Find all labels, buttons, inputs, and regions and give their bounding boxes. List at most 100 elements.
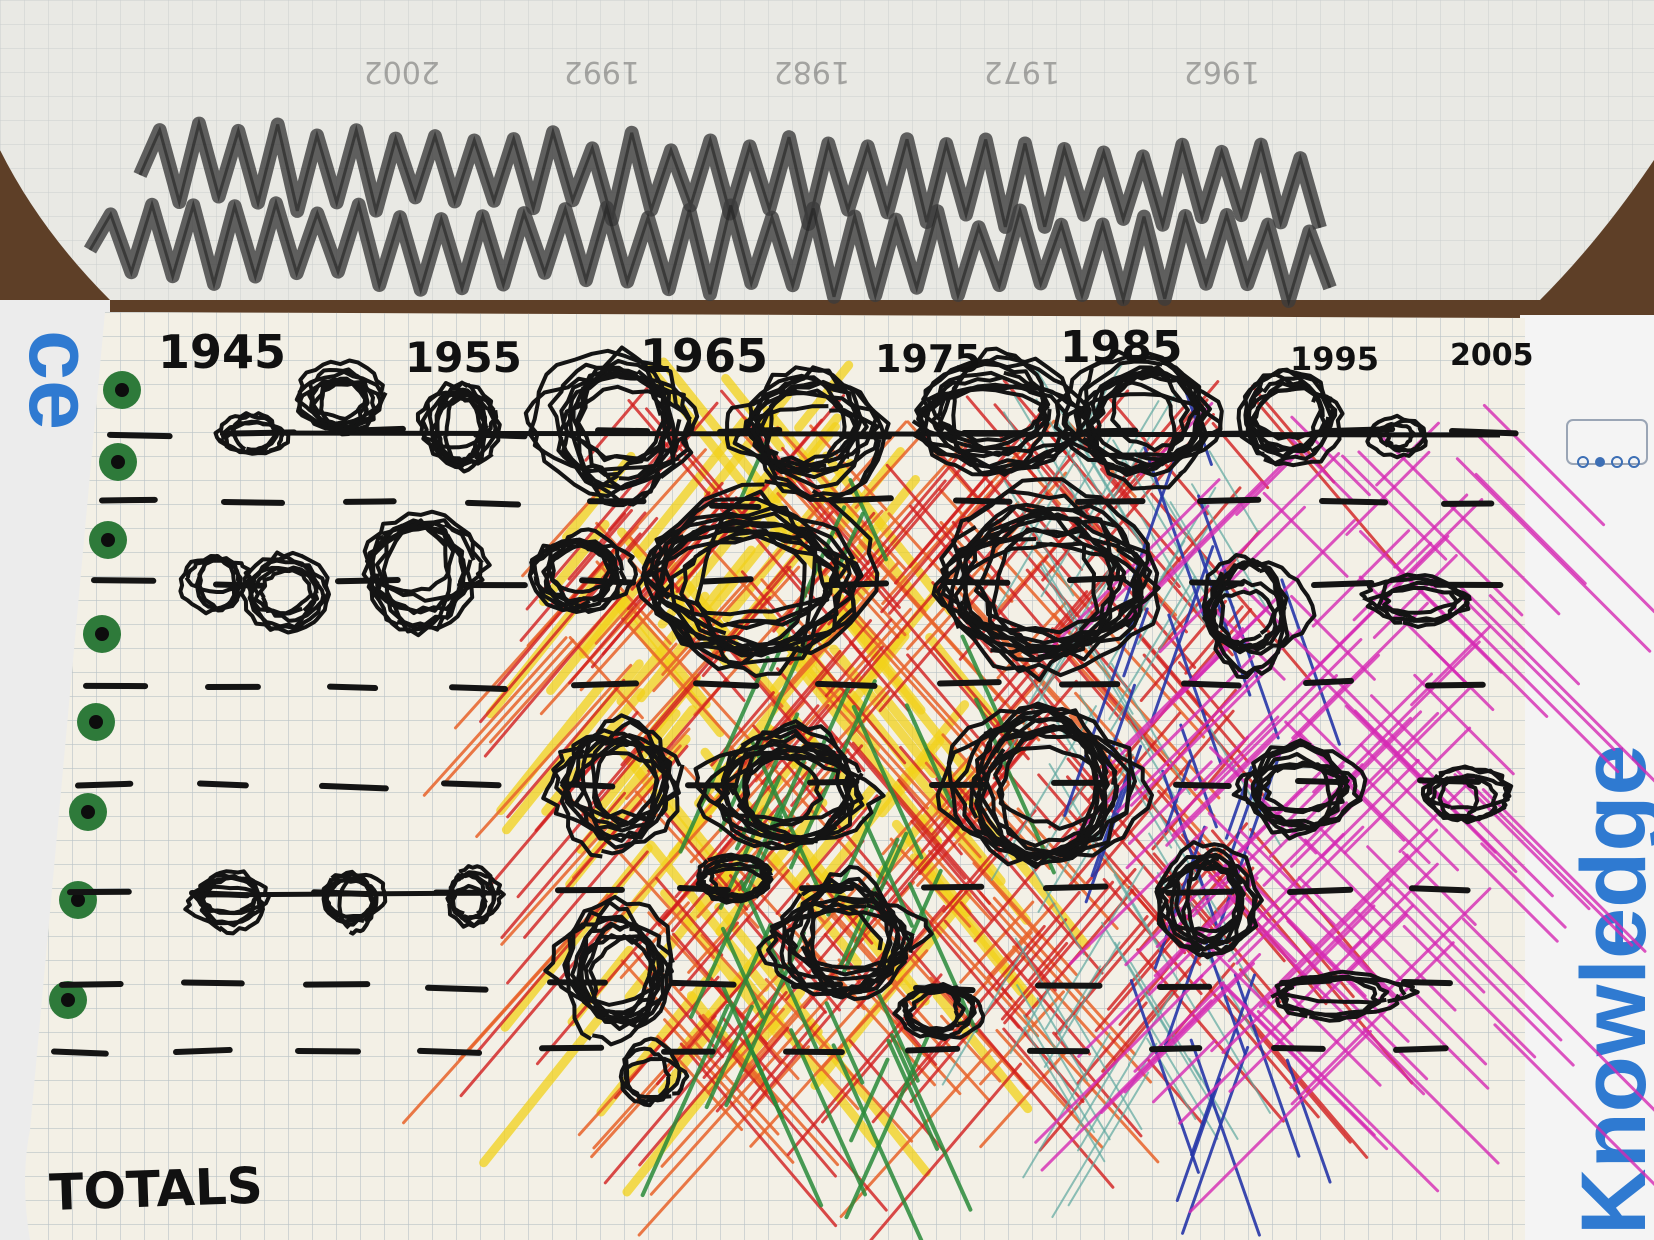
scribble-loop xyxy=(429,396,502,467)
hatch-line xyxy=(922,907,1040,1038)
hatch-line xyxy=(1385,877,1575,1067)
hatch-line xyxy=(476,850,649,1053)
scribble-loop xyxy=(541,750,681,833)
scribble-loop xyxy=(1236,371,1333,466)
hatch-line xyxy=(1455,457,1652,653)
scribble-loop xyxy=(1280,969,1407,1020)
hatch-line xyxy=(1472,430,1654,614)
hatch-line xyxy=(721,985,784,1120)
hatch-line xyxy=(479,1011,606,1168)
dash-mark xyxy=(831,495,894,504)
hatch-line xyxy=(1290,415,1371,497)
dash-mark xyxy=(221,498,286,506)
hatch-line xyxy=(679,1042,838,1228)
hatch-line xyxy=(1165,674,1338,847)
back-page-faint-labels: 1962 1972 1982 1992 2002 xyxy=(364,54,1260,89)
dash-mark xyxy=(1181,680,1242,689)
hatch-line xyxy=(899,745,974,834)
hatch-line xyxy=(1123,962,1255,1094)
hatch-line xyxy=(1175,519,1356,699)
dash-mark xyxy=(1173,781,1232,789)
dash-mark xyxy=(1401,979,1453,987)
hatch-line xyxy=(848,478,889,562)
scribble-loop xyxy=(641,506,861,658)
hatch-line xyxy=(1110,663,1191,795)
hatch-line xyxy=(1458,585,1654,783)
hatch-line xyxy=(672,932,769,1046)
scribble-loop xyxy=(1420,764,1514,822)
hatch-line xyxy=(1482,403,1606,527)
hatch-line xyxy=(932,646,1030,761)
dash-mark xyxy=(595,427,651,435)
dash-mark xyxy=(417,1047,483,1056)
hatch-line xyxy=(1036,997,1089,1082)
hatch-line xyxy=(1344,904,1414,974)
hatch-line xyxy=(1129,661,1275,807)
hatch-line xyxy=(1000,941,1069,1021)
dash-mark xyxy=(1075,498,1146,505)
hatch-line xyxy=(1153,867,1264,978)
dash-mark xyxy=(343,498,397,505)
scribble-loop xyxy=(968,727,1154,862)
hatch-line xyxy=(1353,908,1457,1012)
hatch-line xyxy=(1014,937,1068,1025)
hatch-line xyxy=(1372,554,1458,639)
hatch-line xyxy=(1048,763,1163,952)
hatch-line xyxy=(771,757,807,831)
scribble-loop xyxy=(725,389,879,469)
scribble-loop xyxy=(559,736,659,859)
hatch-line xyxy=(1286,919,1410,1043)
hatch-line xyxy=(655,876,724,957)
dash-mark xyxy=(1197,496,1262,505)
scribble-loop xyxy=(737,752,848,843)
dash-mark xyxy=(1319,498,1389,506)
hatch-line xyxy=(750,740,821,891)
dash-mark xyxy=(449,684,509,692)
dash-mark xyxy=(1149,1045,1203,1053)
hatch-line xyxy=(1075,1059,1120,1131)
hatch-line xyxy=(1254,399,1406,577)
hatch-line xyxy=(1189,1038,1261,1237)
hatch-line xyxy=(1034,974,1204,1144)
left-cover-word: ce xyxy=(10,330,110,430)
hatch-line xyxy=(539,533,704,716)
scribble-loop xyxy=(574,358,667,508)
dash-mark xyxy=(571,680,640,689)
hatch-line xyxy=(1402,924,1537,1059)
scribble-loop xyxy=(621,1056,690,1099)
dash-mark xyxy=(1449,428,1519,437)
scribble-loop xyxy=(1242,367,1323,459)
hatch-line xyxy=(1256,1010,1440,1193)
hatch-line xyxy=(655,966,780,1104)
hatch-line xyxy=(886,1038,940,1151)
dash-mark xyxy=(669,979,737,988)
hatch-line xyxy=(1238,829,1336,927)
hatch-line xyxy=(1109,581,1201,732)
hatch-line xyxy=(637,1045,810,1237)
hatch-line xyxy=(1149,545,1215,724)
hatch-line xyxy=(1077,876,1259,1058)
dash-mark xyxy=(107,431,173,440)
hatch-line xyxy=(595,642,678,734)
scribble-loop xyxy=(1253,752,1333,841)
scribble-loop xyxy=(1154,840,1264,952)
hatch-line xyxy=(1210,853,1409,1053)
back-page-pencil-scribbles xyxy=(83,116,1337,308)
hatch-line xyxy=(939,521,1014,603)
dash-mark xyxy=(51,1048,109,1057)
faint-label: 2002 xyxy=(364,54,440,89)
hatch-line xyxy=(760,578,857,685)
hatch-line xyxy=(881,448,1023,606)
dash-mark xyxy=(921,883,985,891)
scribble-loop xyxy=(804,895,900,994)
hatch-line xyxy=(1235,892,1308,965)
hatch-line xyxy=(740,570,907,765)
dash-mark xyxy=(937,679,1002,687)
dash-mark xyxy=(425,984,489,993)
dash-mark xyxy=(1271,1045,1326,1052)
hatch-line xyxy=(1207,811,1395,999)
hatch-line xyxy=(1285,1058,1332,1184)
page-indicator-box xyxy=(1566,419,1648,465)
hatch-line xyxy=(1362,1027,1500,1165)
scribble-loop xyxy=(747,365,860,480)
